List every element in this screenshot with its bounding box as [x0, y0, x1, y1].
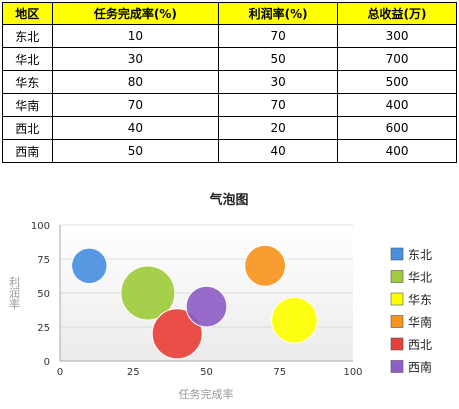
table-header-completion: 任务完成率(%): [51, 2, 220, 25]
table-header-region: 地区: [2, 2, 53, 25]
bubble-chart: 气泡图 0 25 50 75 100 0 25 50 75 100 任务完成率 利润率 东北华北华…: [8, 192, 433, 401]
x-tick-label: 75: [273, 367, 286, 378]
x-tick-label: 25: [127, 367, 140, 378]
bubble: [151, 308, 203, 360]
table-row: 华南 70 70 400: [2, 93, 457, 117]
table-cell-profit: 30: [218, 70, 339, 94]
bubble: [185, 285, 228, 328]
legend-label: 华南: [408, 315, 432, 330]
legend-swatch: [390, 360, 404, 373]
table-cell-region: 西南: [2, 139, 53, 163]
table-cell-completion: 40: [51, 116, 220, 140]
legend-label: 华东: [408, 293, 432, 307]
table-cell-completion: 80: [51, 70, 220, 94]
table-cell-region: 华北: [2, 47, 53, 71]
y-tick-label: 100: [31, 221, 50, 232]
table-cell-revenue: 400: [337, 93, 457, 117]
table-header-revenue: 总收益(万): [337, 2, 457, 25]
legend-label: 西南: [408, 360, 432, 375]
legend-swatch: [390, 337, 404, 351]
table-cell-profit: 70: [218, 24, 339, 48]
legend-swatch: [390, 315, 404, 328]
y-tick-label: 75: [37, 255, 50, 266]
data-table: 地区 任务完成率(%) 利润率(%) 总收益(万) 东北 10 70 300 华…: [2, 2, 457, 163]
table-row: 华东 80 30 500: [2, 70, 457, 94]
table-cell-region: 西北: [2, 116, 53, 140]
table-cell-profit: 40: [218, 139, 339, 163]
bubble: [120, 265, 176, 321]
table-cell-profit: 50: [218, 47, 339, 71]
table-cell-revenue: 600: [337, 116, 457, 140]
y-axis-label: 利润率: [8, 276, 21, 310]
table-cell-region: 华南: [2, 93, 53, 117]
table-cell-revenue: 300: [337, 24, 457, 48]
axis-ticks: 0 25 50 75 100 0 25 50 75 100: [31, 221, 363, 378]
table-cell-completion: 10: [51, 24, 220, 48]
x-axis-label: 任务完成率: [179, 387, 234, 401]
table-cell-revenue: 700: [337, 47, 457, 71]
table-header-row: 地区 任务完成率(%) 利润率(%) 总收益(万): [2, 2, 457, 25]
legend-swatch: [390, 292, 404, 306]
table-row: 东北 10 70 300: [2, 24, 457, 48]
y-tick-label: 50: [37, 289, 50, 300]
y-tick-label: 0: [44, 357, 50, 368]
bubble: [244, 244, 287, 287]
table-cell-profit: 20: [218, 116, 339, 140]
table-cell-revenue: 400: [337, 139, 457, 163]
bubble: [71, 247, 108, 285]
table-cell-region: 东北: [2, 24, 53, 48]
table-row: 西南 50 40 400: [2, 139, 457, 163]
legend-label: 西北: [408, 338, 432, 352]
y-tick-label: 25: [37, 323, 50, 334]
table-header-profit: 利润率(%): [218, 2, 339, 25]
legend-swatch: [390, 270, 404, 283]
legend-label: 东北: [408, 248, 432, 262]
x-tick-label: 50: [200, 367, 213, 378]
x-tick-label: 0: [57, 367, 63, 378]
legend-label: 华北: [408, 271, 432, 285]
table-cell-completion: 50: [51, 139, 220, 163]
table-cell-profit: 70: [218, 93, 339, 117]
table-cell-revenue: 500: [337, 70, 457, 94]
bubble: [271, 296, 318, 344]
table-row: 华北 30 50 700: [2, 47, 457, 71]
chart-title: 气泡图: [209, 192, 248, 208]
table-row: 西北 40 20 600: [2, 116, 457, 140]
table-cell-completion: 30: [51, 47, 220, 71]
bubbles: [71, 244, 318, 360]
legend-swatch: [390, 247, 404, 261]
table-cell-completion: 70: [51, 93, 220, 117]
x-tick-label: 100: [343, 367, 362, 378]
table-cell-region: 华东: [2, 70, 53, 94]
